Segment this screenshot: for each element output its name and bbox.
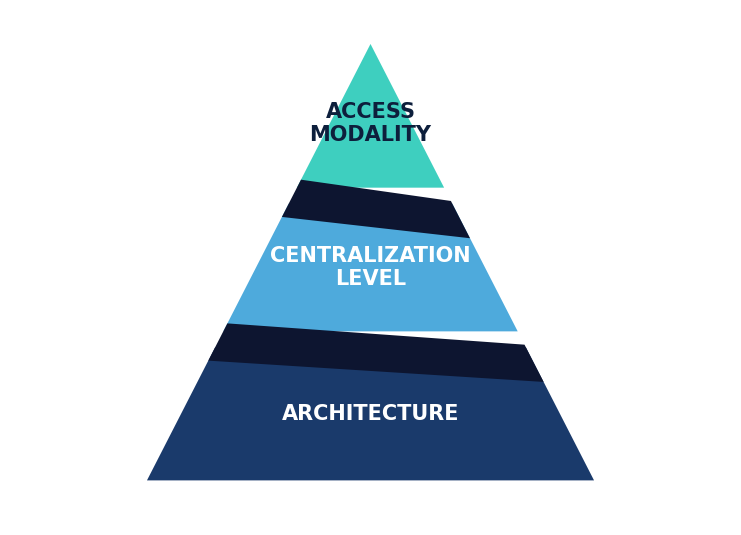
Text: ACCESS
MODALITY: ACCESS MODALITY xyxy=(310,102,431,146)
Text: ARCHITECTURE: ARCHITECTURE xyxy=(282,404,459,424)
Text: CENTRALIZATION
LEVEL: CENTRALIZATION LEVEL xyxy=(270,246,471,289)
